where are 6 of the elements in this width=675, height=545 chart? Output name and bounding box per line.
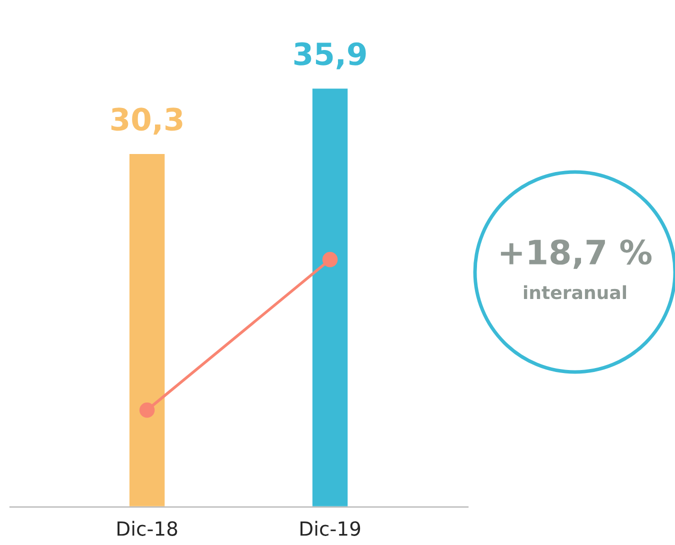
text: +18,7 % (500, 239, 652, 269)
x-tick-label: Dic-19 (300, 520, 360, 536)
data-label: 35,9 (294, 42, 366, 70)
data-label: 30,3 (111, 108, 182, 135)
x-tick-label: Dic-18 (118, 520, 178, 536)
text: interanual (524, 285, 626, 300)
